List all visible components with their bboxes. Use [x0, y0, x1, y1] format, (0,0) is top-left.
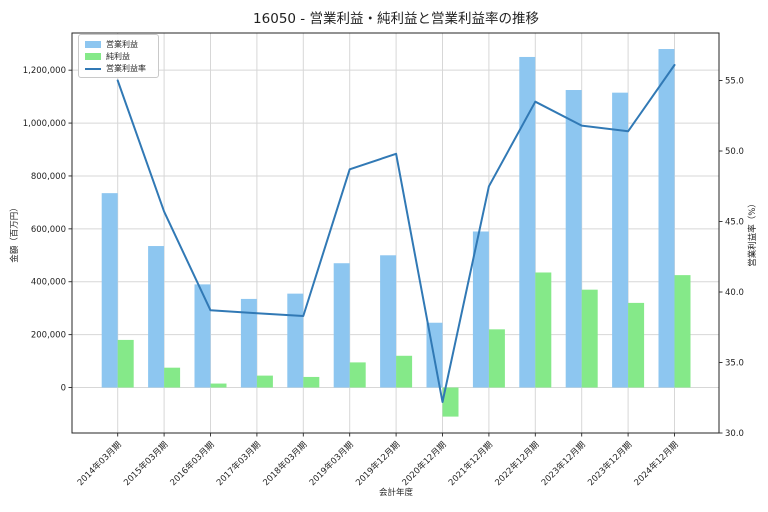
net-profit-bar [396, 355, 413, 388]
operating-profit-bar [101, 193, 118, 388]
net-profit-bar [164, 367, 181, 388]
left-tick-label: 400,000 [31, 278, 66, 288]
chart-title: 16050 - 営業利益・純利益と営業利益率の推移 [253, 11, 539, 27]
operating-profit-bar [287, 293, 304, 388]
x-tick-label: 2019年03月期 [307, 439, 356, 488]
net-profit-bar [303, 376, 320, 388]
legend-item-operating-margin: 営業利益率 [85, 64, 152, 73]
net-profit-bar [210, 383, 227, 388]
legend-label: 営業利益率 [106, 64, 146, 73]
net-profit-bar [349, 362, 366, 388]
operating-profit-bar [658, 49, 675, 388]
left-tick-label: 1,200,000 [23, 66, 66, 76]
operating-profit-swatch [85, 41, 101, 48]
left-tick-label: 1,000,000 [23, 119, 66, 129]
net-profit-bar [117, 339, 134, 388]
x-tick-label: 2014年03月期 [75, 439, 124, 488]
x-tick-label: 2024年12月期 [632, 439, 681, 488]
right-tick-label: 35.0 [725, 359, 744, 369]
operating-profit-bar [519, 56, 536, 388]
legend-label: 純利益 [106, 52, 130, 61]
net-profit-swatch [85, 53, 101, 60]
net-profit-bar [488, 329, 505, 388]
x-tick-label: 2018年03月期 [261, 439, 310, 488]
operating-margin-line-swatch [85, 67, 101, 70]
x-tick-label: 2017年03月期 [214, 439, 263, 488]
x-tick-label: 2015年03月期 [121, 439, 170, 488]
net-profit-bar [535, 272, 552, 388]
x-tick-label: 2016年03月期 [168, 439, 217, 488]
right-tick-label: 45.0 [725, 218, 744, 228]
left-tick-label: 200,000 [31, 331, 66, 341]
plot-border [71, 32, 720, 434]
operating-profit-bar [612, 92, 629, 388]
operating-profit-bar [148, 246, 165, 388]
operating-profit-bar [565, 90, 582, 388]
left-tick-label: 600,000 [31, 225, 66, 235]
right-tick-label: 30.0 [725, 429, 744, 439]
x-tick-label: 2022年12月期 [493, 439, 542, 488]
x-tick-label: 2021年12月期 [446, 439, 495, 488]
net-profit-bar [442, 387, 459, 417]
left-tick-label: 0 [61, 384, 66, 394]
right-tick-label: 55.0 [725, 77, 744, 87]
legend-label: 営業利益 [106, 40, 138, 49]
legend-item-operating-profit: 営業利益 [85, 40, 152, 49]
x-tick-label: 2020年12月期 [400, 439, 449, 488]
operating-profit-bar [380, 255, 397, 388]
operating-profit-bar [194, 284, 211, 388]
legend: 営業利益 純利益 営業利益率 [78, 34, 159, 78]
right-tick-label: 50.0 [725, 147, 744, 157]
x-tick-label: 2019年12月期 [353, 439, 402, 488]
left-tick-label: 800,000 [31, 172, 66, 182]
x-tick-label: 2023年12月期 [539, 439, 588, 488]
net-profit-bar [256, 375, 273, 388]
net-profit-bar [581, 289, 598, 388]
x-tick-label: 2023年12月期 [585, 439, 634, 488]
net-profit-bar [674, 275, 691, 388]
x-axis-title: 会計年度 [378, 488, 414, 498]
operating-profit-bar [472, 231, 489, 388]
operating-margin-line [116, 64, 676, 403]
net-profit-bar [628, 302, 645, 388]
operating-profit-bar [333, 263, 350, 388]
legend-item-net-profit: 純利益 [85, 52, 152, 61]
right-tick-label: 40.0 [725, 288, 744, 298]
operating-profit-bar [240, 298, 257, 388]
